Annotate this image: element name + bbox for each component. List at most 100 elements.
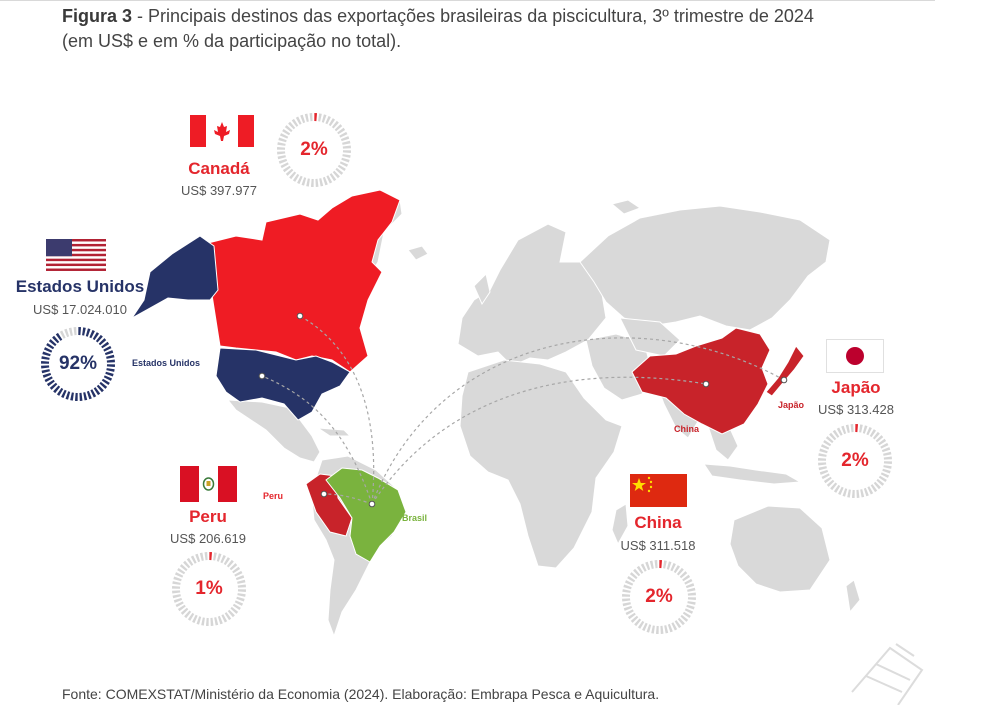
donut-segment-track [319,178,324,187]
donut-segment-track [204,552,208,561]
donut-segment-track [687,601,696,605]
donut-segment-filled [82,327,86,336]
japan-share-label: 2% [841,450,869,471]
donut-segment-filled [85,328,91,337]
japan-name: Japão [831,378,881,397]
donut-segment-track [172,594,181,599]
donut-segment-track [687,597,696,601]
donut-segment-track [645,561,651,571]
donut-segment-track [217,615,223,625]
donut-segment-track [880,442,889,449]
china-flag-icon [630,474,687,507]
donut-segment-track [339,131,348,138]
donut-segment-track [64,328,70,338]
donut-segment-track [636,565,644,574]
donut-segment-track [682,611,691,619]
donut-segment-track [179,564,188,572]
donut-segment-track [878,438,887,446]
donut-segment-track [216,553,222,562]
donut-segment-track [220,554,226,564]
donut-segment-filled [104,350,114,356]
donut-segment-track [860,489,865,498]
donut-segment-track [673,565,681,574]
donut-segment-track [237,584,246,588]
donut-segment-track [174,572,184,578]
donut-segment-track [679,571,688,579]
japan-flag-icon [826,339,884,373]
route-to-peru [323,493,373,505]
donut-segment-track [334,124,343,132]
donut-segment-track [640,563,647,572]
donut-segment-track [339,161,349,167]
donut-segment-filled [98,338,107,346]
donut-segment-track [862,425,868,434]
donut-segment-track [289,171,297,180]
donut-segment-track [306,178,310,187]
donut-segment-track [655,625,659,634]
figure-caption-line2: (em US$ e em % da participação no total)… [62,31,402,51]
donut-segment-track [651,625,655,634]
donut-segment-filled [41,365,50,369]
donut-segment-filled [93,387,101,396]
donut-segment-track [876,478,885,486]
donut-segment-track [277,142,286,146]
china-share-donut [622,560,696,634]
donut-segment-track [818,457,827,461]
donut-segment-track [190,555,197,564]
donut-segment-track [331,120,339,129]
donut-segment-track [671,622,678,631]
donut-segment-track [328,118,336,127]
donut-segment-track [326,175,333,184]
donut-segment-track [310,178,314,187]
donut-segment-track [687,592,696,596]
donut-segment-track [649,560,654,569]
japan-share-donut [818,424,892,498]
china-shape [631,327,771,435]
new-zealand-shape [845,579,861,614]
donut-segment-track [214,617,219,626]
donut-segment-track [282,128,291,136]
donut-segment-track [847,489,851,498]
donut-segment-track [279,133,289,139]
donut-segment-filled [106,368,115,372]
canada-share-label: 2% [300,139,328,160]
donut-segment-track [624,580,634,586]
donut-segment-filled [65,391,71,400]
donut-segment-track [195,553,201,563]
donut-segment-track [332,170,340,179]
donut-segment-track [686,604,695,610]
peru-pin-icon [320,490,328,498]
donut-segment-track [278,158,288,164]
donut-segment-track [882,468,891,474]
donut-segment-track [625,609,634,616]
canada-name: Canadá [188,159,250,178]
donut-segment-track [823,439,832,447]
donut-segment-track [684,608,694,614]
map-label-usa: Estados Unidos [132,358,201,368]
donut-segment-track [196,616,202,625]
donut-segment-filled [103,345,112,352]
peru-share-label: 1% [195,578,223,599]
donut-segment-track [223,557,231,566]
donut-segment-track [856,489,860,498]
donut-segment-track [180,607,189,615]
peru-flag-icon [180,466,237,502]
china-pin-icon [702,380,710,388]
donut-segment-track [280,162,289,169]
donut-segment-filled [74,392,78,401]
russia-shape [579,205,831,331]
donut-segment-track [634,618,642,627]
china-value: US$ 311.518 [620,538,696,553]
donut-segment-filled [209,552,213,561]
donut-segment-track [172,581,181,585]
donut-segment-track [278,137,287,143]
donut-segment-track [845,424,850,433]
donut-segment-filled [42,372,52,378]
donut-segment-track [869,429,877,438]
donut-segment-filled [70,392,74,401]
donut-segment-track [878,475,887,483]
brazil-pin-icon [368,500,376,508]
donut-segment-track [315,178,319,187]
donut-segment-track [666,561,672,570]
donut-segment-track [277,146,286,150]
